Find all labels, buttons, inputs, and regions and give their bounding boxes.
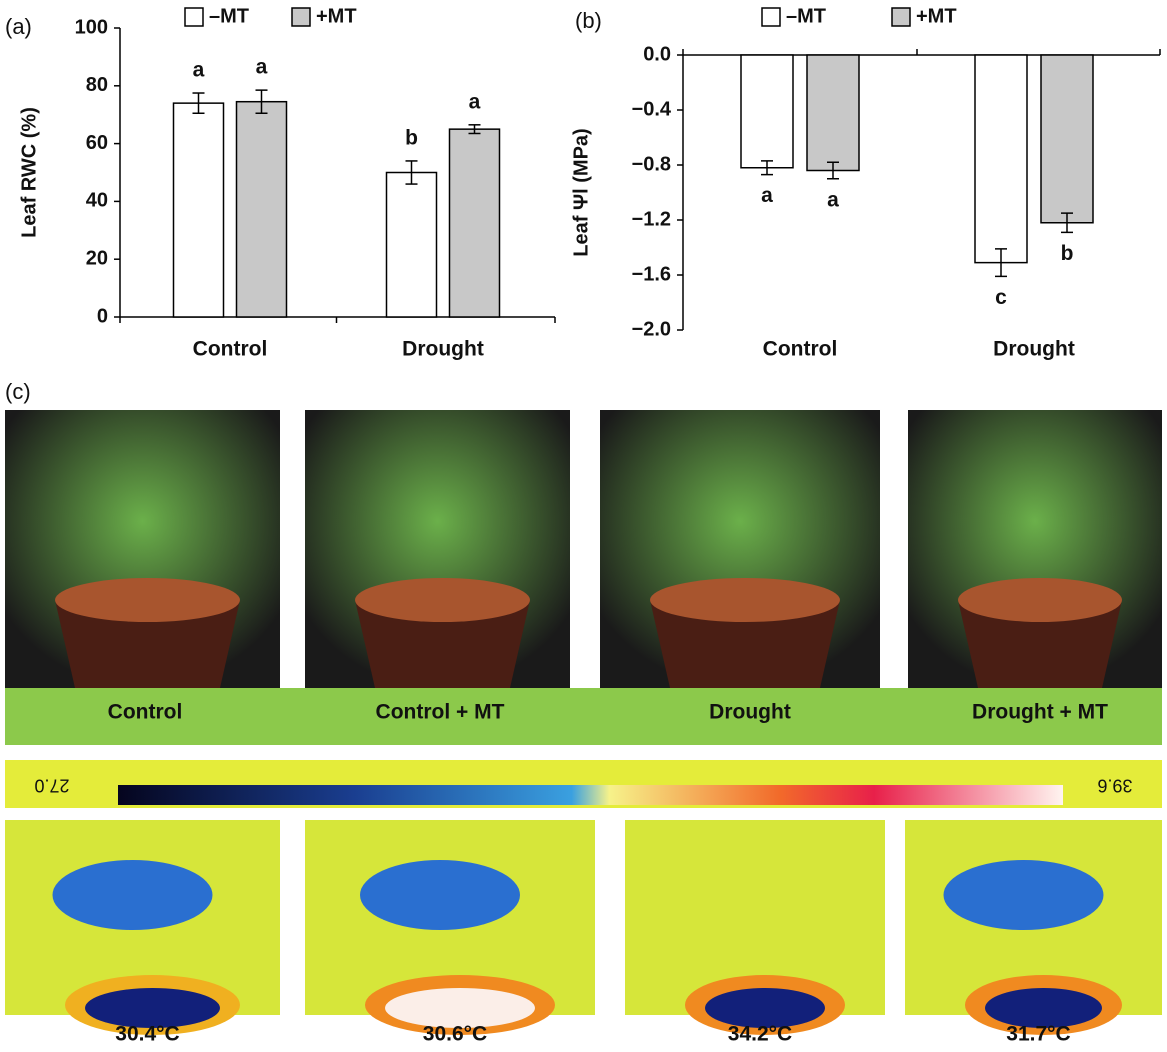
y-tick-label: 100: [75, 16, 108, 38]
temperature-label: 31.7°C: [1006, 1023, 1070, 1046]
x-tick-label: Drought: [993, 338, 1075, 361]
x-tick-label: Control: [763, 338, 838, 361]
legend-label: +MT: [316, 5, 357, 27]
significance-letter: b: [405, 126, 418, 149]
soil: [355, 578, 530, 622]
bar: [806, 54, 860, 172]
temperature-label: 30.6°C: [423, 1023, 487, 1046]
photo-label: Control: [108, 701, 183, 724]
bar: [740, 54, 794, 169]
legend-swatch: [291, 7, 311, 27]
panel-label: (b): [575, 8, 602, 33]
temperature-label: 30.4°C: [115, 1023, 179, 1046]
x-tick-label: Control: [193, 338, 268, 361]
bar: [974, 54, 1028, 264]
y-tick-label: 80: [86, 74, 108, 96]
thermal-leaves: [52, 860, 213, 930]
significance-letter: a: [256, 56, 268, 79]
thermal-pot-inner: [705, 988, 825, 1028]
pot: [650, 600, 840, 688]
scale-max: 39.6: [1097, 775, 1132, 795]
bar: [172, 102, 225, 318]
panel-label: (c): [5, 379, 31, 404]
pot: [958, 600, 1122, 688]
y-tick-label: −1.2: [632, 208, 671, 230]
soil: [958, 578, 1122, 622]
y-tick-label: 20: [86, 247, 108, 269]
photo-label: Control + MT: [376, 701, 505, 724]
thermal-leaves: [360, 860, 520, 930]
y-axis-label: Leaf RWC (%): [18, 107, 40, 238]
photo-label: Drought: [709, 701, 791, 724]
pot: [355, 600, 530, 688]
legend-label: –MT: [209, 5, 249, 27]
legend-swatch: [891, 7, 911, 27]
y-tick-label: 0: [97, 305, 108, 327]
significance-letter: c: [995, 286, 1007, 309]
significance-letter: b: [1061, 242, 1074, 265]
y-tick-label: 60: [86, 132, 108, 154]
x-tick-label: Drought: [402, 338, 484, 361]
soil: [55, 578, 240, 622]
legend-swatch: [761, 7, 781, 27]
thermal-scale: [118, 785, 1063, 805]
y-tick-label: −2.0: [632, 318, 671, 340]
significance-letter: a: [827, 188, 839, 211]
bar: [1040, 54, 1094, 224]
y-tick-label: −0.8: [632, 153, 671, 175]
y-tick-label: −1.6: [632, 263, 671, 285]
y-tick-label: −0.4: [632, 98, 672, 120]
thermal-pot-inner: [85, 988, 220, 1028]
y-axis-label: Leaf Ψl (MPa): [570, 128, 592, 256]
bar: [235, 100, 288, 318]
pot: [55, 600, 240, 688]
temperature-label: 34.2°C: [728, 1023, 792, 1046]
bar: [448, 128, 501, 318]
panel-label: (a): [5, 14, 32, 39]
legend-swatch: [184, 7, 204, 27]
thermal-pot-inner: [985, 988, 1102, 1028]
bar: [385, 171, 438, 318]
thermal-pot-inner: [385, 988, 535, 1028]
y-tick-label: 40: [86, 190, 108, 212]
significance-letter: a: [761, 184, 773, 207]
significance-letter: a: [193, 59, 205, 82]
soil: [650, 578, 840, 622]
y-tick-label: 0.0: [643, 43, 671, 65]
legend-label: –MT: [786, 5, 826, 27]
scale-min: 27.0: [34, 775, 69, 795]
thermal-leaves: [943, 860, 1104, 930]
photo-label: Drought + MT: [972, 701, 1108, 724]
significance-letter: a: [469, 90, 481, 113]
legend-label: +MT: [916, 5, 957, 27]
label-band: [5, 688, 1162, 745]
